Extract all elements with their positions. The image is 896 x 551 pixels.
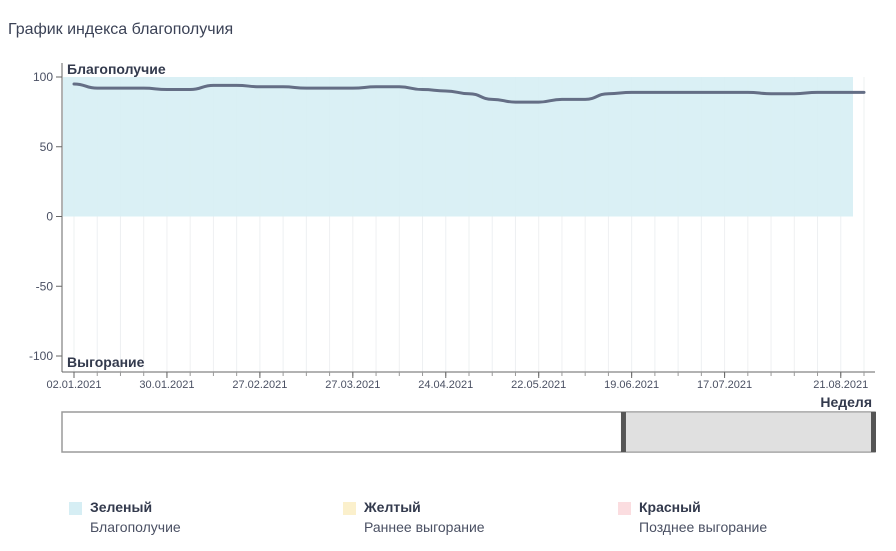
legend-name: Красный: [639, 499, 701, 515]
wellbeing-chart: 100 50 0 -50 -100 02.01.2021 30.01.2021 27.02.2…: [29, 61, 876, 453]
legend-desc: Позднее выгорание: [639, 519, 768, 535]
x-tick-label: 24.04.2021: [418, 379, 473, 391]
legend-swatch: [69, 502, 82, 515]
legend-desc: Благополучие: [90, 519, 181, 535]
navigator-left-handle[interactable]: [620, 412, 626, 452]
legend-swatch: [343, 502, 356, 515]
navigator-right-handle[interactable]: [871, 412, 876, 452]
y-tick-label: 100: [33, 70, 53, 84]
wellbeing-band: [63, 77, 853, 217]
series-line: [72, 82, 866, 104]
y-tick-label: 0: [46, 210, 53, 224]
x-tick-label: 27.03.2021: [325, 379, 380, 391]
x-tick-label: 02.01.2021: [46, 379, 101, 391]
y-tick-label: -100: [29, 349, 53, 363]
x-tick-label: 22.05.2021: [511, 379, 566, 391]
y-tick-label: 50: [40, 140, 54, 154]
legend-desc: Раннее выгорание: [364, 519, 485, 535]
range-navigator[interactable]: [61, 411, 876, 453]
x-tick-label: 17.07.2021: [697, 379, 752, 391]
x-tick-label: 21.08.2021: [813, 379, 868, 391]
legend-name: Желтый: [364, 499, 421, 515]
chart-title: График индекса благополучия: [8, 21, 234, 38]
y-tick-label: -50: [36, 279, 54, 293]
legend-name: Зеленый: [90, 499, 153, 515]
navigator-selected-window[interactable]: [622, 411, 876, 453]
x-tick-label: 30.01.2021: [139, 379, 194, 391]
x-tick-label: 27.02.2021: [232, 379, 287, 391]
x-axis-label: Неделя: [820, 394, 872, 410]
y-bottom-label: Выгорание: [67, 354, 145, 370]
axes-layer: 100 50 0 -50 -100 02.01.2021 30.01.2021 27.02.2…: [29, 63, 875, 391]
legend-swatch: [618, 502, 631, 515]
x-tick-label: 19.06.2021: [604, 379, 659, 391]
y-top-label: Благополучие: [67, 61, 166, 77]
